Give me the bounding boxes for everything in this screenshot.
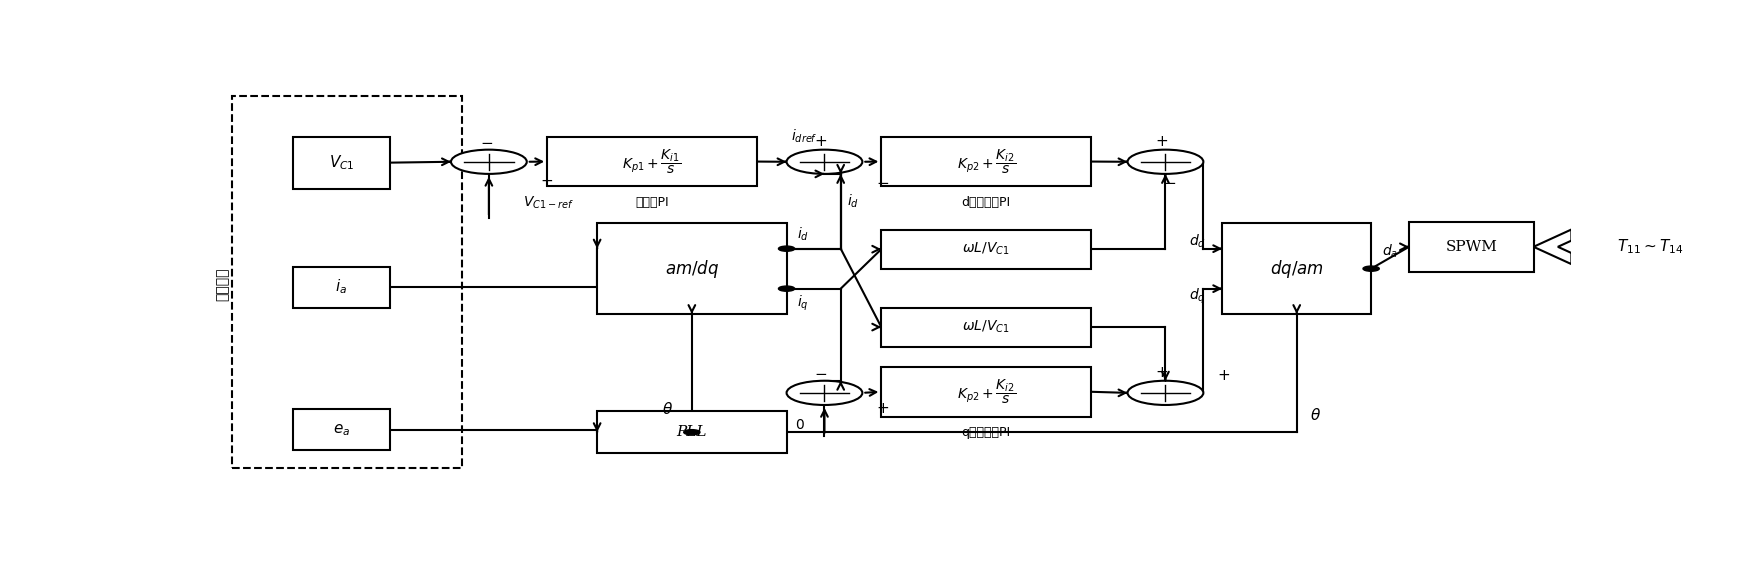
Text: $-$: $-$ [814, 366, 828, 380]
Text: $i_a$: $i_a$ [335, 278, 347, 296]
Text: $V_{C1}$: $V_{C1}$ [328, 153, 354, 172]
Text: $am/dq$: $am/dq$ [665, 257, 719, 280]
Text: $T_{11}\sim T_{14}$: $T_{11}\sim T_{14}$ [1617, 238, 1683, 256]
Text: $e_a$: $e_a$ [333, 422, 349, 438]
Text: $dq/am$: $dq/am$ [1269, 257, 1323, 280]
Text: $d_q$: $d_q$ [1189, 287, 1206, 306]
Bar [1222, 223, 1371, 314]
Bar [597, 223, 787, 314]
Text: 反馈参数: 反馈参数 [215, 267, 229, 301]
Text: $d_a$: $d_a$ [1383, 243, 1399, 260]
Bar [1409, 222, 1533, 271]
Bar [882, 137, 1091, 187]
Text: $+$: $+$ [876, 402, 889, 416]
Polygon shape [1557, 229, 1596, 264]
Circle shape [450, 149, 527, 174]
Text: $+$: $+$ [1217, 369, 1229, 383]
Text: $-$: $-$ [480, 135, 492, 149]
Text: q轴电流环PI: q轴电流环PI [962, 426, 1011, 439]
Text: $\omega L/V_{C1}$: $\omega L/V_{C1}$ [962, 241, 1009, 257]
Circle shape [779, 286, 794, 291]
Text: $i_{dref}$: $i_{dref}$ [791, 128, 817, 146]
Circle shape [787, 149, 863, 174]
Circle shape [787, 380, 863, 405]
Circle shape [684, 429, 700, 435]
Text: $d_d$: $d_d$ [1189, 232, 1206, 250]
Circle shape [1128, 149, 1203, 174]
Text: SPWM: SPWM [1446, 240, 1498, 254]
Circle shape [779, 246, 794, 251]
Text: $-$: $-$ [1163, 175, 1177, 189]
Text: $K_{p1}+\dfrac{K_{i1}}{s}$: $K_{p1}+\dfrac{K_{i1}}{s}$ [622, 147, 681, 176]
Text: $-$: $-$ [876, 175, 889, 189]
Text: $\omega L/V_{C1}$: $\omega L/V_{C1}$ [962, 319, 1009, 336]
Text: d轴电流环PI: d轴电流环PI [962, 196, 1011, 209]
Bar [882, 367, 1091, 416]
Text: $K_{p2}+\dfrac{K_{i2}}{s}$: $K_{p2}+\dfrac{K_{i2}}{s}$ [957, 147, 1016, 176]
Text: $+$: $+$ [1154, 366, 1168, 380]
Text: $+$: $+$ [814, 135, 828, 149]
Bar [882, 307, 1091, 347]
Polygon shape [1533, 229, 1571, 264]
Circle shape [1364, 266, 1379, 271]
Bar [882, 230, 1091, 269]
Text: $\theta$: $\theta$ [1310, 407, 1322, 423]
Text: $i_q$: $i_q$ [798, 294, 808, 313]
Text: $+$: $+$ [1154, 135, 1168, 149]
Text: 电压环PI: 电压环PI [636, 196, 669, 209]
Text: PLL: PLL [677, 425, 707, 439]
Text: $0$: $0$ [794, 418, 805, 432]
Circle shape [1128, 380, 1203, 405]
Bar [597, 411, 787, 454]
Text: $+$: $+$ [540, 175, 553, 189]
Bar [293, 266, 389, 307]
Bar [293, 409, 389, 450]
Bar [546, 137, 756, 187]
Text: $K_{p2}+\dfrac{K_{i2}}{s}$: $K_{p2}+\dfrac{K_{i2}}{s}$ [957, 378, 1016, 406]
Text: $i_d$: $i_d$ [847, 192, 859, 210]
Text: $i_d$: $i_d$ [798, 226, 810, 243]
Bar [293, 137, 389, 189]
Text: $V_{C1-ref}$: $V_{C1-ref}$ [522, 194, 574, 211]
Text: $\theta$: $\theta$ [662, 401, 672, 417]
